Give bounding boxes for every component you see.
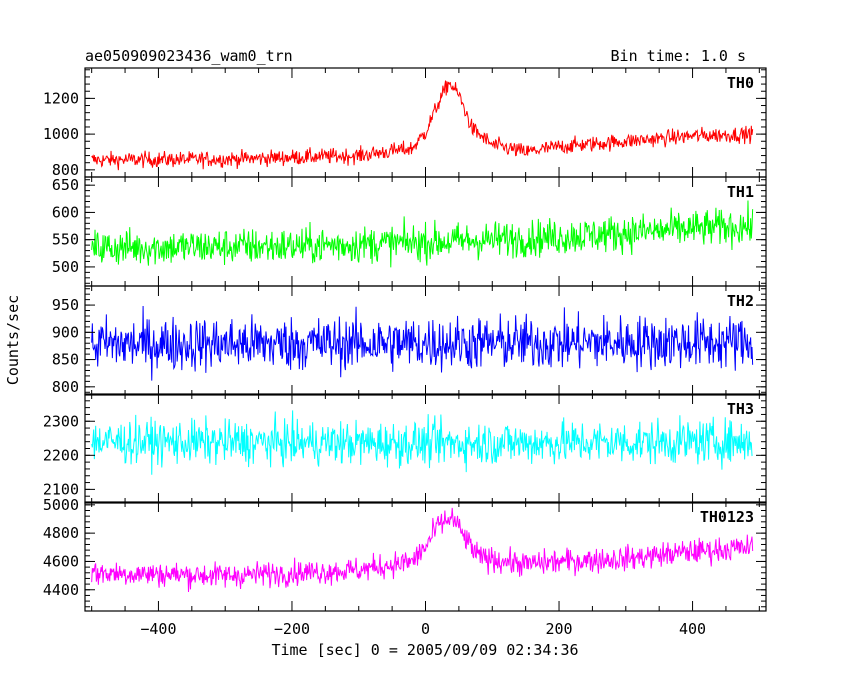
y-tick-label: 2300 [43,412,79,430]
series-th1 [91,200,754,268]
y-tick-label: 4400 [43,581,79,599]
y-axis-label: Counts/sec [4,295,22,385]
y-tick-label: 500 [52,258,79,276]
panel-label: TH0123 [700,508,754,526]
y-tick-label: 850 [52,351,79,369]
x-tick-label: −200 [274,620,310,638]
y-tick-label: 5000 [43,496,79,514]
y-tick-label: 2100 [43,480,79,498]
panel-label: TH0 [727,74,754,92]
y-tick-label: 550 [52,231,79,249]
bin-time-label: Bin time: 1.0 s [611,47,746,65]
panel-th2: 800 850 900 950 TH2 [52,285,767,396]
y-tick-label: 2200 [43,446,79,464]
y-tick-label: 1000 [43,125,79,143]
x-axis-label: Time [sec] 0 = 2005/09/09 02:34:36 [271,641,578,659]
y-tick-label: 1200 [43,89,79,107]
chart-title: ae050909023436_wam0_trn [85,47,293,65]
y-tick-label: 800 [52,378,79,396]
y-tick-label: 4800 [43,524,79,542]
series-th0123 [91,507,754,592]
panel-label: TH2 [727,292,754,310]
x-tick-label: −400 [140,620,176,638]
series-th3 [91,410,753,475]
panel-frame [84,67,767,178]
y-tick-label: 600 [52,203,79,221]
y-tick-label: 650 [52,176,79,194]
panel-th0123: 4400 4600 4800 5000 TH0123 [43,496,767,612]
x-tick-label: 200 [545,620,572,638]
series-th0 [91,80,754,171]
panel-th1: 500 550 600 650 TH1 [52,176,767,287]
panel-label: TH3 [727,400,754,418]
y-tick-label: 900 [52,323,79,341]
x-tick-label: 0 [421,620,430,638]
panel-th3: 2100 2200 2300 TH3 [43,393,767,504]
y-tick-label: 950 [52,296,79,314]
y-tick-label: 4600 [43,552,79,570]
panel-label: TH1 [727,183,754,201]
y-tick-label: 800 [52,161,79,179]
x-tick-label: 400 [679,620,706,638]
series-th2 [91,306,754,381]
panel-th0: 800 1000 1200 TH0 [43,67,767,179]
